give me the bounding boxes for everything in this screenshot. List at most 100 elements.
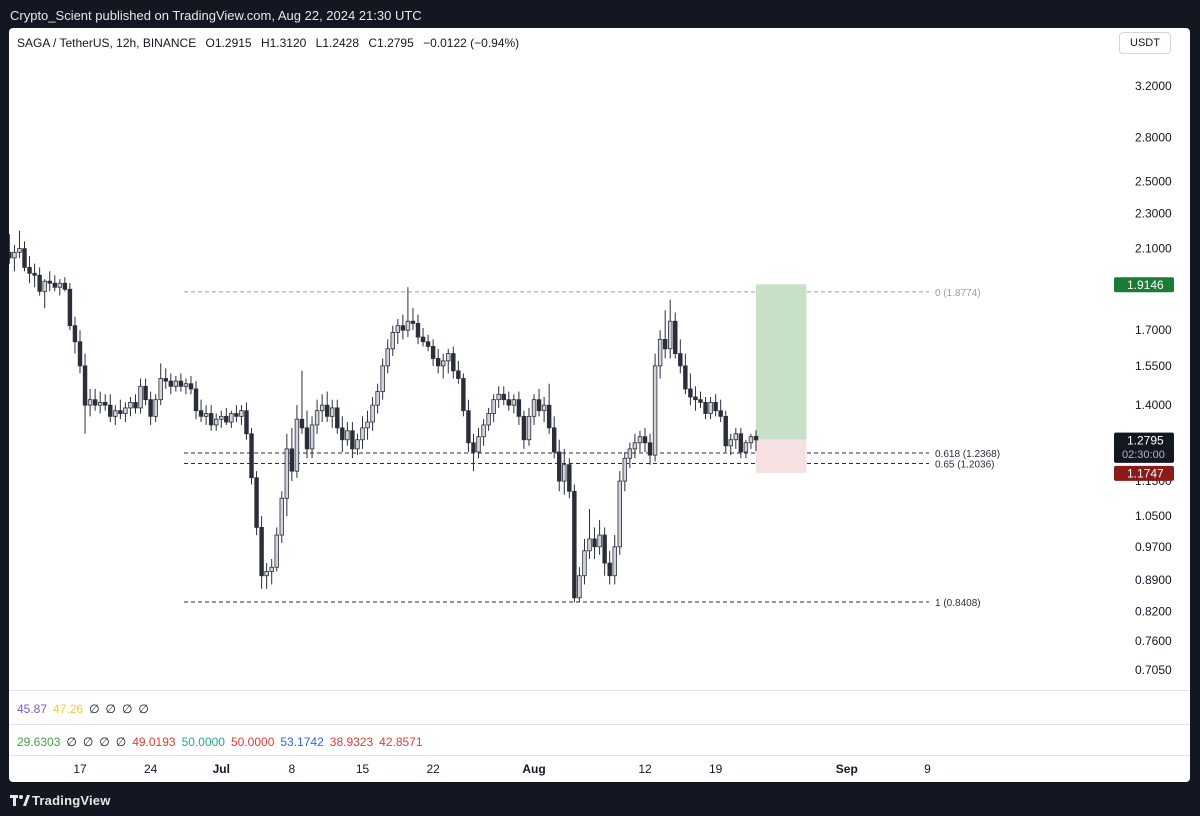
candle-down xyxy=(678,353,683,367)
publisher-line: Crypto_Scient published on TradingView.c… xyxy=(10,8,422,23)
candle-up xyxy=(128,402,133,409)
candle-up xyxy=(743,442,749,453)
candle-up xyxy=(637,436,643,444)
candle-up xyxy=(511,399,517,406)
price-axis-tick: 0.7050 xyxy=(1135,663,1172,677)
currency-button[interactable]: USDT xyxy=(1119,32,1171,54)
indicator-value: 47.26 xyxy=(53,702,84,716)
pane-divider[interactable] xyxy=(9,690,1190,691)
candle-down xyxy=(688,388,693,398)
candle-down xyxy=(47,280,52,284)
price-axis-label-bg xyxy=(1114,277,1174,293)
candle-up xyxy=(213,418,219,426)
candle-up xyxy=(123,407,128,414)
fib-level-label: 1 (0.8408) xyxy=(935,598,981,609)
indicator-row-1: 45.87 47.26 ∅ ∅ ∅ ∅ xyxy=(17,702,155,716)
price-axis-tick: 2.5000 xyxy=(1135,174,1172,188)
candle-up xyxy=(668,320,673,350)
candle-down xyxy=(546,404,552,429)
indicator-value: 45.87 xyxy=(17,702,48,716)
ohlc-low: L1.2428 xyxy=(315,36,360,50)
candle-up xyxy=(365,421,370,429)
indicator-value: ∅ xyxy=(121,702,133,716)
indicator-value: 49.0193 xyxy=(132,735,176,749)
candle-up xyxy=(264,571,269,577)
candle-up xyxy=(390,332,395,350)
candle-up xyxy=(652,365,658,456)
candle-down xyxy=(738,433,744,453)
position-stop-zone[interactable] xyxy=(755,439,807,473)
indicator-value: 50.0000 xyxy=(230,735,275,749)
candle-up xyxy=(57,282,63,288)
candle-down xyxy=(299,418,305,429)
candle-down xyxy=(567,464,572,492)
publisher-bar: Crypto_Scient published on TradingView.c… xyxy=(0,0,1200,30)
position-profit-zone[interactable] xyxy=(755,284,807,440)
candle-up xyxy=(42,280,47,292)
candle-up xyxy=(279,497,285,536)
indicator-row-2: 29.6303 ∅ ∅ ∅ ∅ 49.0193 50.0000 50.0000 53.1742 3… xyxy=(17,735,429,749)
candle-down xyxy=(259,527,264,577)
candle-down xyxy=(662,338,668,350)
candle-down xyxy=(602,534,607,564)
candle-up xyxy=(239,410,244,417)
price-axis-tick: 1.5500 xyxy=(1135,359,1172,373)
candle-up xyxy=(97,402,103,406)
candle-down xyxy=(536,399,542,412)
candle-down xyxy=(92,399,98,406)
candle-down xyxy=(516,399,522,417)
candle-up xyxy=(562,464,567,482)
candle-down xyxy=(335,407,340,429)
indicator-value: ∅ xyxy=(115,735,127,749)
candle-down xyxy=(72,325,78,343)
candle-down xyxy=(461,378,466,412)
time-axis-tick: 24 xyxy=(144,762,158,776)
candle-up xyxy=(274,534,279,568)
candle-down xyxy=(607,562,612,577)
indicator-value: ∅ xyxy=(99,735,110,749)
chart-canvas[interactable]: 0 (1.8774) 0.618 (1.2368)0.65 (1.2036) 1 (… xyxy=(9,28,1190,782)
candle-up xyxy=(541,404,547,412)
candle-down xyxy=(471,442,476,453)
candle-up xyxy=(526,415,532,441)
candle-up xyxy=(183,383,189,387)
ohlc-open: O1.2915 xyxy=(205,36,252,50)
candle-up xyxy=(375,391,380,406)
time-axis-tick: 8 xyxy=(289,762,296,776)
candle-up xyxy=(708,402,713,414)
indicator-value: 29.6303 xyxy=(17,735,61,749)
time-axis-tick: Sep xyxy=(836,762,858,776)
candle-down xyxy=(430,346,436,359)
price-axis-tick: 2.3000 xyxy=(1135,206,1172,220)
pane-divider[interactable] xyxy=(9,724,1190,725)
candle-up xyxy=(531,399,537,417)
candle-up xyxy=(319,404,325,412)
candle-up xyxy=(87,399,93,406)
candle-up xyxy=(355,439,360,450)
candle-up xyxy=(153,399,158,417)
price-axis-label: 1.1747 xyxy=(1127,466,1164,480)
candle-down xyxy=(244,410,249,435)
price-axis-tick: 2.8000 xyxy=(1135,131,1172,145)
candle-down xyxy=(168,380,174,387)
candle-down xyxy=(521,415,527,441)
candle-down xyxy=(753,435,759,441)
candle-down xyxy=(77,341,83,367)
indicator-value: 38.9323 xyxy=(329,735,374,749)
candle-up xyxy=(577,575,582,599)
candle-up xyxy=(446,353,451,362)
candle-up xyxy=(491,399,496,414)
candle-up xyxy=(486,413,491,426)
candle-down xyxy=(143,385,148,401)
indicator-value: ∅ xyxy=(66,735,77,749)
time-axis-tick: 9 xyxy=(924,762,931,776)
time-axis-tick: 22 xyxy=(426,762,440,776)
candle-up xyxy=(632,442,638,450)
symbol-legend: SAGA / TetherUS, 12h, BINANCE O1.2915 H1… xyxy=(17,36,525,50)
candle-down xyxy=(592,538,597,548)
candle-down xyxy=(304,427,310,450)
symbol-name[interactable]: SAGA / TetherUS, 12h, BINANCE xyxy=(17,36,197,50)
candle-up xyxy=(657,338,663,367)
candle-down xyxy=(340,427,345,441)
